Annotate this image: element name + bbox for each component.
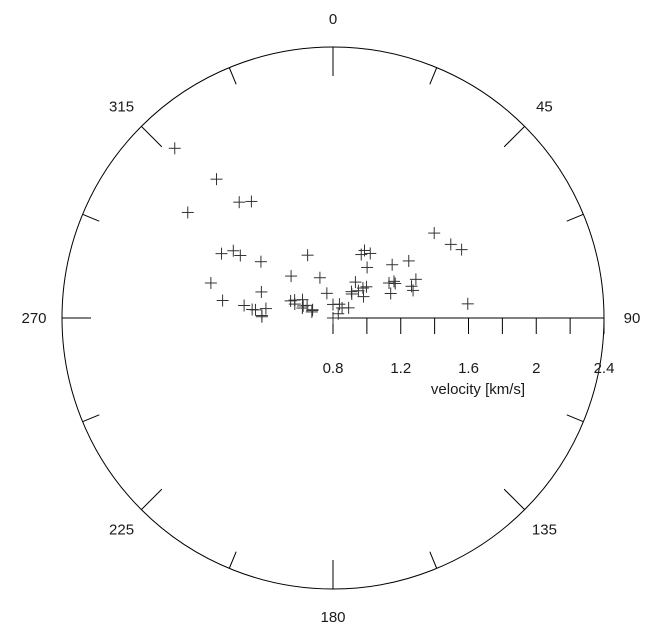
radial-tick-label: 2 xyxy=(532,360,540,377)
data-point xyxy=(313,271,326,284)
data-point xyxy=(305,305,318,318)
data-point xyxy=(168,142,181,155)
radial-tick-label: 1.6 xyxy=(458,360,479,377)
data-point xyxy=(364,247,377,260)
data-point xyxy=(352,284,365,297)
data-point xyxy=(238,299,251,312)
data-point xyxy=(327,298,339,311)
angle-tick-67-5 xyxy=(566,213,584,222)
data-point xyxy=(384,287,397,300)
angle-label: 225 xyxy=(109,521,134,538)
data-point xyxy=(306,303,319,316)
data-point xyxy=(357,290,370,303)
data-point xyxy=(320,287,333,300)
radial-tick-label: 2.4 xyxy=(594,360,615,377)
data-point xyxy=(345,285,358,298)
angle-tick-225 xyxy=(141,488,163,510)
data-point xyxy=(405,280,418,293)
angle-tick-337-5 xyxy=(228,67,237,85)
data-point xyxy=(210,173,223,186)
data-points xyxy=(168,142,474,324)
data-point xyxy=(455,243,468,256)
data-point xyxy=(356,282,369,295)
data-point xyxy=(245,195,258,208)
angle-tick-247-5 xyxy=(82,414,100,423)
angle-labels: 0 45 90 135 180 225 270 315 xyxy=(21,11,640,626)
data-point xyxy=(255,285,268,298)
data-point xyxy=(249,303,262,316)
data-point xyxy=(255,310,268,323)
data-point xyxy=(227,244,240,257)
data-point xyxy=(216,294,229,307)
data-point xyxy=(386,258,399,271)
data-point xyxy=(358,244,371,257)
data-point xyxy=(349,276,362,289)
data-point xyxy=(288,298,301,311)
angle-label: 90 xyxy=(624,310,641,327)
radial-tick-label: 1.2 xyxy=(390,360,411,377)
data-point xyxy=(234,249,247,262)
angle-tick-292-5 xyxy=(82,213,100,222)
angle-label: 180 xyxy=(320,609,345,626)
angle-label: 270 xyxy=(21,310,46,327)
data-point xyxy=(389,277,402,290)
data-point xyxy=(285,270,298,283)
angle-tick-45 xyxy=(503,126,525,148)
data-point xyxy=(204,276,217,289)
angle-tick-112-5 xyxy=(566,414,584,423)
data-point xyxy=(254,255,267,268)
data-point xyxy=(444,238,457,251)
data-point xyxy=(387,275,400,288)
radial-axis-title: velocity [km/s] xyxy=(431,381,525,398)
angle-tick-315 xyxy=(141,126,163,148)
data-point xyxy=(402,254,415,267)
data-point xyxy=(296,293,309,306)
angle-tick-157-5 xyxy=(429,551,438,569)
data-point xyxy=(361,261,374,274)
data-point xyxy=(259,302,272,315)
angle-tick-135 xyxy=(503,488,525,510)
angle-tick-22-5 xyxy=(429,67,438,85)
angle-tick-202-5 xyxy=(228,551,237,569)
angle-label: 315 xyxy=(109,99,134,116)
radial-tick-label: 0.8 xyxy=(323,360,344,377)
data-point xyxy=(215,247,228,260)
radial-axis: 0.8 1.2 1.6 2 2.4 xyxy=(323,317,615,377)
data-point xyxy=(409,273,422,286)
data-point xyxy=(181,206,194,219)
angle-label: 135 xyxy=(532,521,557,538)
data-point xyxy=(301,249,314,262)
data-point xyxy=(383,276,396,289)
data-point xyxy=(327,312,339,324)
data-point xyxy=(233,196,246,209)
angle-label: 45 xyxy=(536,99,553,116)
angle-label: 0 xyxy=(329,11,337,28)
data-point xyxy=(461,297,474,310)
data-point xyxy=(428,227,441,240)
